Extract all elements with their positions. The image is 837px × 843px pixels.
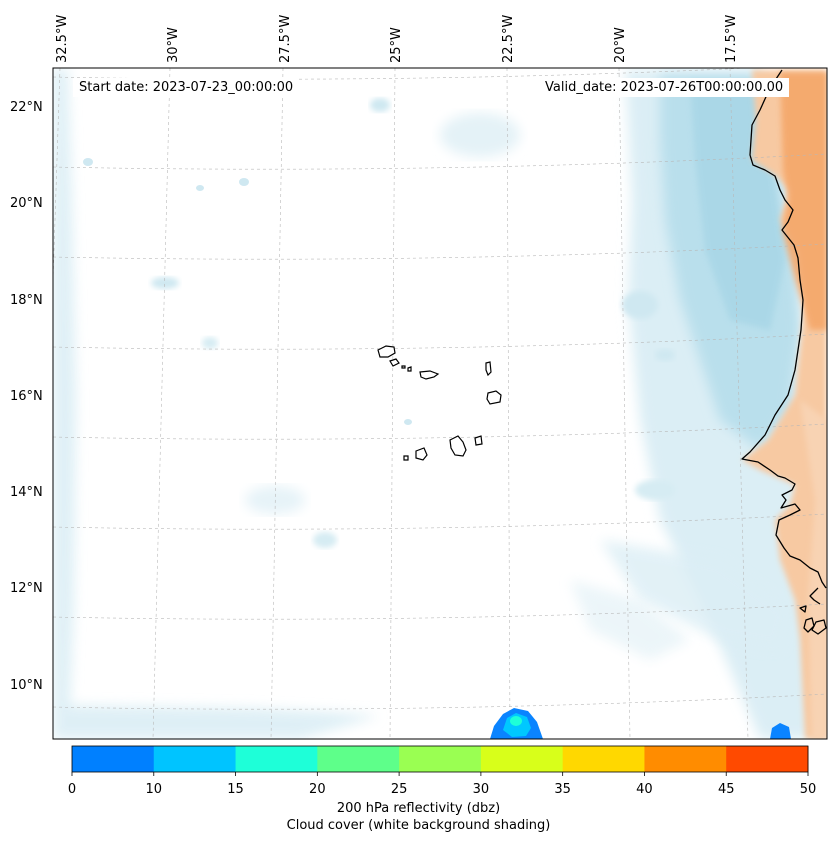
lat-label: 14°N xyxy=(10,485,43,500)
colorbar-tick-label: 15 xyxy=(227,782,244,797)
reflectivity-echoes xyxy=(490,708,791,739)
lat-label: 18°N xyxy=(10,293,43,308)
lat-label: 12°N xyxy=(10,581,43,596)
cloud-shading xyxy=(53,68,826,739)
lat-label: 16°N xyxy=(10,389,43,404)
colorbar-segment xyxy=(480,746,564,772)
map-area xyxy=(53,68,827,739)
lon-label: 17.5°W xyxy=(724,15,739,63)
colorbar-tick-label: 40 xyxy=(636,782,653,797)
colorbar-tick-label: 30 xyxy=(473,782,490,797)
colorbar-segment xyxy=(644,746,727,772)
colorbar-segment xyxy=(317,746,400,772)
colorbar-tick-label: 10 xyxy=(146,782,163,797)
colorbar-frame xyxy=(71,745,809,773)
lon-label: 25°W xyxy=(389,27,404,63)
start-date-label: Start date: 2023-07-23_00:00:00 xyxy=(73,78,300,97)
colorbar-segment xyxy=(399,746,482,772)
colorbar-segment xyxy=(726,746,809,772)
colorbar-label: 200 hPa reflectivity (dbz) xyxy=(336,801,501,816)
map-frame xyxy=(52,67,828,740)
colorbar-tick-label: 0 xyxy=(68,782,76,797)
colorbar-segment xyxy=(72,746,155,772)
colorbar-tick-label: 50 xyxy=(800,782,817,797)
lon-label: 27.5°W xyxy=(278,15,293,63)
colorbar: 0 10 15 20 25 30 35 40 45 50 xyxy=(68,745,816,797)
lon-label: 20°W xyxy=(613,27,628,63)
lat-label: 10°N xyxy=(10,678,43,693)
lon-label: 32.5°W xyxy=(55,15,70,63)
colorbar-segment xyxy=(153,746,237,772)
coastline xyxy=(741,69,827,635)
colorbar-tick-label: 35 xyxy=(554,782,571,797)
colorbar-segments xyxy=(72,746,809,772)
lon-label: 30°W xyxy=(166,27,181,63)
latitude-labels: 22°N 20°N 18°N 16°N 14°N 12°N 10°N xyxy=(10,100,43,693)
colorbar-tick-label: 25 xyxy=(391,782,408,797)
valid-date-label: Valid_date: 2023-07-26T00:00:00.00 xyxy=(539,78,790,97)
lat-label: 20°N xyxy=(10,196,43,211)
colorbar-ticks: 0 10 15 20 25 30 35 40 45 50 xyxy=(68,772,816,797)
cape-verde-islands xyxy=(377,345,502,461)
lat-label: 22°N xyxy=(10,100,43,115)
colorbar-segment xyxy=(235,746,318,772)
colorbar-sublabel: Cloud cover (white background shading) xyxy=(286,818,551,833)
colorbar-segment xyxy=(562,746,645,772)
colorbar-tick-label: 45 xyxy=(718,782,735,797)
lon-label: 22.5°W xyxy=(501,15,516,63)
longitude-labels: 32.5°W 30°W 27.5°W 25°W 22.5°W 20°W 17.5… xyxy=(55,15,739,63)
colorbar-tick-label: 20 xyxy=(309,782,326,797)
